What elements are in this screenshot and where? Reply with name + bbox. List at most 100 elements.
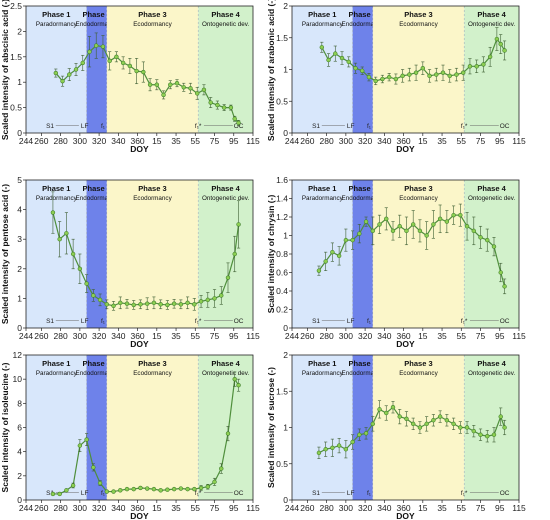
- x-tick-label: 280: [320, 503, 334, 513]
- x-tick-label: 244: [19, 503, 33, 513]
- data-point: [104, 302, 109, 307]
- y-tick-label: 0.5: [276, 96, 288, 106]
- x-tick-label: 340: [111, 331, 125, 341]
- y-tick-label: 1: [17, 293, 22, 303]
- phase-subtitle: Ontogenetic dev.: [468, 195, 515, 202]
- data-point: [498, 270, 503, 275]
- data-point: [221, 105, 227, 110]
- data-point: [413, 70, 419, 75]
- data-point: [118, 300, 123, 306]
- data-point: [336, 443, 342, 448]
- phase-band: [352, 180, 373, 328]
- phase-subtitle: Ontogenetic dev.: [202, 195, 249, 202]
- x-tick-label: 75: [476, 331, 486, 341]
- y-tick-label: 1.5: [276, 33, 288, 43]
- data-point: [168, 82, 173, 87]
- x-tick-label: 360: [396, 503, 410, 513]
- data-point: [471, 228, 476, 234]
- data-point: [357, 432, 362, 437]
- x-tick-label: 35: [171, 136, 181, 146]
- data-point: [502, 284, 507, 289]
- y-tick-label: 10: [13, 374, 23, 384]
- data-point: [424, 421, 429, 427]
- y-tick-label: 0: [283, 128, 288, 138]
- phase-band: [86, 355, 107, 500]
- data-point: [77, 266, 83, 271]
- phase-title: Phase 1: [42, 359, 70, 368]
- data-point: [131, 486, 136, 492]
- data-point: [174, 81, 180, 86]
- data-point: [232, 251, 237, 257]
- data-point: [333, 51, 338, 56]
- x-tick-label: 95: [229, 136, 239, 146]
- x-tick-label: 115: [512, 503, 526, 513]
- marker-label: f₁*: [461, 490, 468, 497]
- x-tick-label: 75: [476, 136, 486, 146]
- marker-label: f₁: [367, 490, 372, 497]
- data-point: [370, 228, 375, 234]
- data-point: [498, 41, 503, 47]
- data-point: [198, 485, 204, 491]
- x-tick-label: 260: [300, 136, 314, 146]
- data-point: [316, 450, 322, 456]
- y-tick-label: 0.5: [10, 103, 22, 113]
- data-point: [127, 63, 133, 69]
- data-point: [104, 489, 109, 494]
- marker-label: OC: [234, 318, 244, 325]
- x-tick-label: 340: [111, 503, 125, 513]
- phase-subtitle: Endodormancy: [342, 195, 385, 202]
- data-point: [73, 67, 79, 72]
- data-point: [417, 228, 423, 234]
- phase-band: [26, 355, 87, 500]
- x-axis-label: DOY: [396, 511, 415, 520]
- x-tick-label: 340: [377, 331, 391, 341]
- x-tick-label: 260: [34, 503, 48, 513]
- data-point: [458, 425, 463, 430]
- data-point: [144, 301, 150, 306]
- data-point: [343, 447, 349, 452]
- x-tick-label: 320: [358, 503, 372, 513]
- y-tick-label: 0: [283, 495, 288, 505]
- data-point: [326, 57, 331, 63]
- chart-panel: Phase 1 Paradormancy Phase 2 Endodormancy Ph…: [0, 175, 260, 349]
- x-tick-label: 340: [377, 136, 391, 146]
- phase-band: [372, 180, 465, 328]
- data-point: [67, 72, 72, 77]
- x-tick-label: 55: [191, 331, 201, 341]
- phase-subtitle: Paradormancy: [302, 370, 344, 377]
- x-tick-label: 95: [495, 136, 505, 146]
- data-point: [165, 302, 170, 308]
- x-tick-label: 260: [34, 331, 48, 341]
- y-tick-label: 8: [17, 398, 22, 408]
- data-point: [357, 231, 362, 236]
- phase-subtitle: Paradormancy: [302, 21, 344, 28]
- chart-panel: Phase 1 Paradormancy Phase 2 Endodormancy Ph…: [266, 0, 526, 154]
- x-tick-label: 35: [171, 331, 181, 341]
- data-point: [481, 62, 486, 67]
- data-point: [464, 425, 470, 430]
- data-point: [151, 486, 157, 492]
- marker-label: f₁*: [195, 123, 202, 130]
- phase-subtitle: Ontogenetic dev.: [202, 21, 249, 28]
- x-tick-label: 280: [320, 331, 334, 341]
- data-point: [461, 70, 466, 75]
- data-point: [114, 54, 119, 59]
- data-point: [434, 72, 439, 77]
- data-point: [491, 432, 497, 437]
- data-point: [165, 487, 170, 492]
- phase-band: [106, 355, 199, 500]
- data-point: [64, 231, 69, 236]
- data-point: [464, 224, 470, 229]
- data-point: [323, 259, 328, 264]
- data-point: [225, 275, 231, 280]
- y-tick-label: 1: [283, 231, 288, 241]
- phase-title: Phase 4: [477, 184, 506, 193]
- data-point: [431, 418, 436, 423]
- y-axis-label: Scaled intensity of abscisic acid (-): [0, 0, 10, 140]
- x-tick-label: 360: [130, 136, 144, 146]
- data-point: [384, 216, 389, 222]
- x-tick-label: 115: [512, 331, 526, 341]
- x-tick-label: 300: [73, 503, 87, 513]
- y-tick-label: 3: [17, 234, 22, 244]
- marker-label: S1: [312, 490, 320, 497]
